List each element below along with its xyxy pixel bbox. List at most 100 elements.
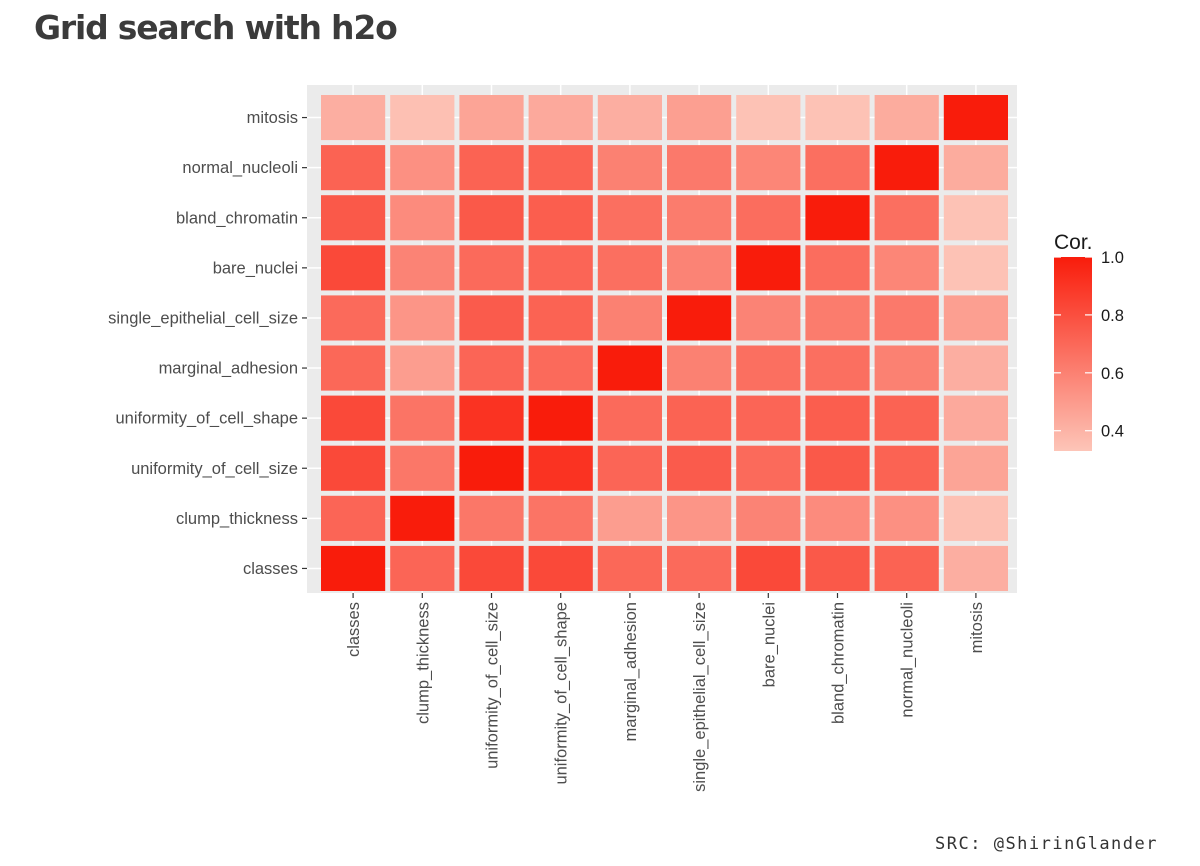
legend-tick-label: 0.8 [1101,307,1124,325]
heatmap-cell [390,495,455,541]
heatmap-cell [597,395,662,441]
heatmap-cell [805,95,870,141]
heatmap-cell [943,395,1008,441]
heatmap-cell [874,295,939,341]
heatmap-cell [874,545,939,591]
heatmap-cell [805,345,870,391]
heatmap-cell [943,495,1008,541]
x-tick-label: normal_nucleoli [899,602,917,718]
heatmap-cell [459,395,524,441]
x-axis: classes clump_thickness uniformity_of_cell… [345,593,986,792]
heatmap-cell [321,395,386,441]
y-tick-label: uniformity_of_cell_shape [115,410,298,428]
y-tick-label: bare_nuclei [213,259,298,277]
y-tick-label: single_epithelial_cell_size [108,309,298,327]
heatmap-cell [736,345,801,391]
heatmap-cell [874,245,939,291]
legend-tick-label: 0.4 [1101,423,1124,441]
heatmap-cell [943,545,1008,591]
heatmap-cell [528,445,593,491]
heatmap-cell [805,295,870,341]
heatmap-cell [321,445,386,491]
heatmap-cell [736,395,801,441]
heatmap-cell [390,145,455,191]
legend-ticks: 1.0 0.8 0.6 0.4 [1054,249,1124,441]
heatmap-cell [805,395,870,441]
heatmap-cell [805,195,870,241]
legend-colorbar [1054,257,1092,451]
heatmap-cell [528,495,593,541]
heatmap-cell [874,445,939,491]
x-tick-label: marginal_adhesion [622,602,640,741]
heatmap-cell [874,395,939,441]
heatmap-cell [321,95,386,141]
heatmap-cell [736,545,801,591]
x-tick-label: bare_nuclei [760,602,778,687]
heatmap-cell [321,545,386,591]
legend: Cor. 1.0 0.8 0.6 0.4 [1054,231,1124,451]
heatmap-cell [874,95,939,141]
heatmap-cells [321,95,1008,591]
heatmap-cell [805,495,870,541]
heatmap-cell [459,545,524,591]
heatmap-cell [667,395,732,441]
heatmap-cell [390,195,455,241]
heatmap-cell [459,95,524,141]
heatmap-cell [943,445,1008,491]
heatmap-cell [321,495,386,541]
heatmap-cell [528,395,593,441]
heatmap-cell [390,445,455,491]
y-tick-label: mitosis [247,109,298,127]
legend-tick-label: 1.0 [1101,249,1124,267]
heatmap-cell [667,445,732,491]
heatmap-cell [390,245,455,291]
heatmap-cell [805,145,870,191]
heatmap-cell [459,295,524,341]
source-credit: SRC: @ShirinGlander [935,834,1158,854]
heatmap-cell [736,295,801,341]
heatmap-cell [528,545,593,591]
heatmap-cell [597,95,662,141]
heatmap-cell [874,195,939,241]
page-title: Grid search with h2o [34,8,398,47]
heatmap-cell [667,495,732,541]
heatmap-cell [667,95,732,141]
heatmap-cell [597,445,662,491]
heatmap-cell [805,545,870,591]
heatmap-cell [459,495,524,541]
heatmap-cell [667,345,732,391]
heatmap-cell [321,245,386,291]
heatmap-cell [459,345,524,391]
heatmap-cell [943,345,1008,391]
heatmap-cell [528,295,593,341]
heatmap-cell [874,145,939,191]
heatmap-cell [667,295,732,341]
x-tick-label: classes [345,602,363,657]
heatmap-cell [943,145,1008,191]
heatmap-cell [597,495,662,541]
heatmap-cell [597,195,662,241]
heatmap-cell [321,345,386,391]
heatmap-cell [736,495,801,541]
heatmap-cell [805,445,870,491]
x-tick-label: mitosis [968,602,986,653]
heatmap-cell [736,195,801,241]
heatmap-cell [390,295,455,341]
y-tick-label: clump_thickness [176,510,298,528]
heatmap-cell [667,145,732,191]
heatmap-cell [597,145,662,191]
heatmap-cell [805,245,870,291]
heatmap-cell [943,245,1008,291]
y-tick-label: bland_chromatin [176,209,298,227]
heatmap-cell [597,295,662,341]
heatmap-cell [390,345,455,391]
heatmap-cell [528,195,593,241]
heatmap-cell [390,395,455,441]
y-tick-label: normal_nucleoli [182,159,298,177]
heatmap-cell [459,445,524,491]
legend-title: Cor. [1054,231,1093,254]
legend-tick-label: 0.6 [1101,365,1124,383]
heatmap-cell [943,195,1008,241]
heatmap-cell [390,545,455,591]
